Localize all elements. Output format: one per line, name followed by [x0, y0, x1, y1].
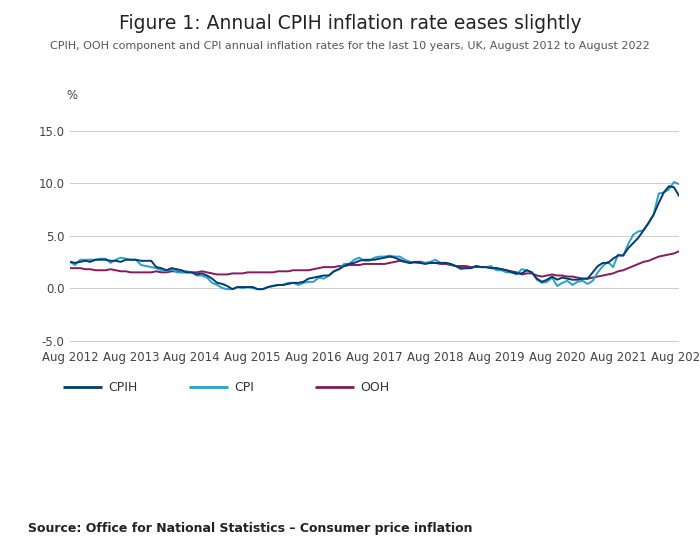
Text: CPIH, OOH component and CPI annual inflation rates for the last 10 years, UK, Au: CPIH, OOH component and CPI annual infla… [50, 41, 650, 51]
CPIH [228, 286, 237, 293]
CPIH [208, 276, 216, 282]
OOH [208, 270, 216, 277]
OOH [325, 264, 333, 271]
OOH [66, 265, 74, 271]
OOH [477, 264, 485, 271]
CPIH [66, 259, 74, 265]
OOH [675, 248, 683, 255]
Line: CPI: CPI [70, 182, 679, 289]
CPIH [330, 268, 338, 274]
Text: CPI: CPI [234, 380, 254, 394]
CPIH [675, 192, 683, 199]
OOH [447, 262, 455, 268]
CPIH [482, 264, 490, 271]
Text: %: % [66, 88, 78, 102]
CPI [208, 279, 216, 286]
CPIH [452, 263, 460, 270]
CPI [127, 256, 135, 263]
CPIH [127, 256, 135, 263]
CPI [670, 179, 678, 186]
OOH [578, 276, 587, 282]
CPIH [665, 183, 673, 189]
CPI [675, 181, 683, 187]
Text: CPIH: CPIH [108, 380, 138, 394]
CPI [330, 268, 338, 274]
OOH [127, 269, 135, 276]
Text: Figure 1: Annual CPIH inflation rate eases slightly: Figure 1: Annual CPIH inflation rate eas… [119, 14, 581, 33]
CPI [66, 259, 74, 265]
CPI [639, 227, 648, 234]
OOH [639, 259, 648, 265]
Line: OOH: OOH [70, 251, 679, 279]
Line: CPIH: CPIH [70, 186, 679, 289]
Text: Source: Office for National Statistics – Consumer price inflation: Source: Office for National Statistics –… [28, 522, 472, 535]
Text: OOH: OOH [360, 380, 390, 394]
CPI [223, 286, 232, 293]
CPI [482, 264, 490, 271]
CPI [452, 263, 460, 270]
CPIH [639, 227, 648, 234]
